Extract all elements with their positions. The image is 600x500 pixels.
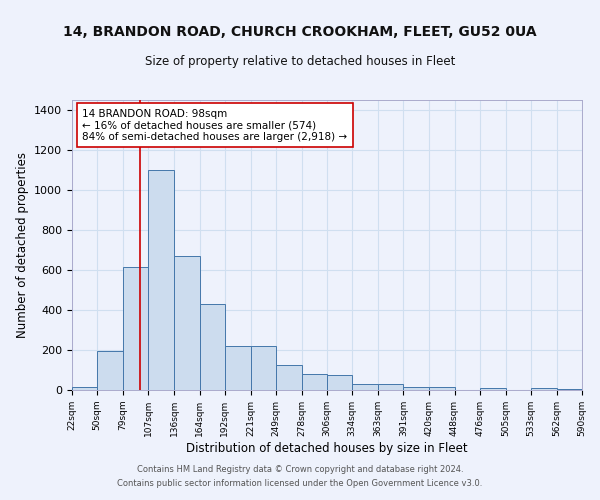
Text: Contains HM Land Registry data © Crown copyright and database right 2024.: Contains HM Land Registry data © Crown c… (137, 466, 463, 474)
Bar (430, 387, 455, 390)
Bar (531, 388, 557, 390)
Y-axis label: Number of detached properties: Number of detached properties (16, 152, 29, 338)
Text: 14 BRANDON ROAD: 98sqm
← 16% of detached houses are smaller (574)
84% of semi-de: 14 BRANDON ROAD: 98sqm ← 16% of detached… (82, 108, 347, 142)
Text: Size of property relative to detached houses in Fleet: Size of property relative to detached ho… (145, 55, 455, 68)
Bar (302, 374, 327, 390)
Bar (251, 346, 276, 390)
Bar (557, 389, 582, 390)
Bar (327, 375, 352, 390)
Text: 14, BRANDON ROAD, CHURCH CROOKHAM, FLEET, GU52 0UA: 14, BRANDON ROAD, CHURCH CROOKHAM, FLEET… (63, 25, 537, 39)
Bar (97, 352, 123, 390)
X-axis label: Distribution of detached houses by size in Fleet: Distribution of detached houses by size … (186, 442, 468, 454)
Bar (175, 256, 199, 390)
Bar (199, 304, 224, 390)
Bar (148, 170, 175, 390)
Bar (403, 387, 430, 390)
Text: Contains public sector information licensed under the Open Government Licence v3: Contains public sector information licen… (118, 479, 482, 488)
Bar (123, 267, 148, 390)
Bar (352, 384, 378, 390)
Bar (378, 384, 403, 390)
Bar (224, 346, 251, 390)
Bar (276, 365, 302, 390)
Bar (72, 387, 97, 390)
Bar (479, 388, 506, 390)
